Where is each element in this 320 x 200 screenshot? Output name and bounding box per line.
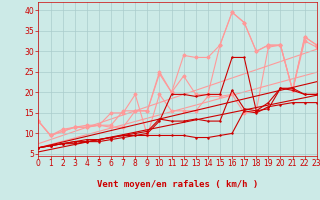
- X-axis label: Vent moyen/en rafales ( km/h ): Vent moyen/en rafales ( km/h ): [97, 180, 258, 189]
